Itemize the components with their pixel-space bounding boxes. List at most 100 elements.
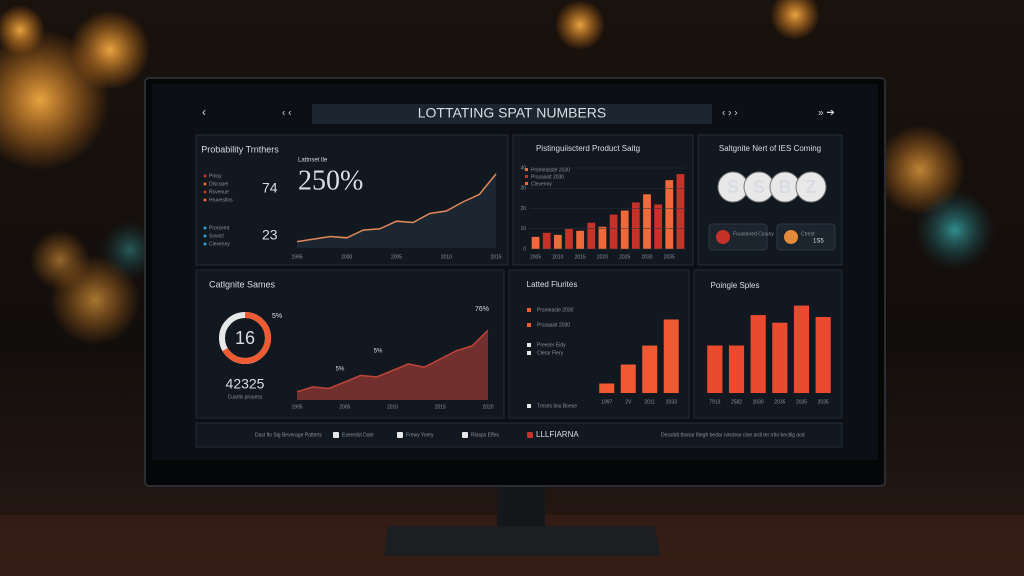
- y-tick-label: 30: [520, 186, 526, 192]
- legend-swatch: [525, 182, 528, 185]
- x-tick-label: 1995: [291, 254, 302, 260]
- bar: [587, 222, 596, 249]
- badge: [795, 171, 827, 203]
- bar: [772, 322, 788, 393]
- x-tick-label: 7913: [709, 399, 720, 405]
- y-tick-label: 0: [523, 246, 526, 252]
- card-label: Fousdored Ciouny: [733, 231, 774, 237]
- gauge-value: 16: [235, 328, 255, 348]
- annotation: 5%: [374, 349, 383, 355]
- y-tick-label: 40: [520, 165, 526, 171]
- footer-item: Dast flo Sig Beverage Patterts: [255, 432, 322, 438]
- badge-letter: S: [753, 177, 765, 197]
- card-value: 1S5: [813, 239, 824, 245]
- x-tick-label: 2020: [597, 254, 608, 260]
- bar: [620, 210, 629, 249]
- footer-icon: [527, 432, 533, 438]
- bar: [676, 174, 685, 249]
- legend-swatch: [525, 175, 528, 178]
- legend-label: Hruvestios: [209, 197, 233, 203]
- x-tick-label: 2030: [753, 399, 764, 405]
- legend-label: Clevenny: [209, 241, 230, 247]
- legend-label: Preeser Eidy: [537, 342, 566, 348]
- legend-dot: [203, 174, 207, 178]
- x-tick-label: 2030: [641, 254, 652, 260]
- legend-dot: [203, 242, 207, 246]
- legend-dot: [203, 226, 207, 230]
- x-tick-label: 1995: [291, 404, 302, 410]
- headline: 250%: [298, 165, 363, 196]
- y-tick-label: 10: [520, 226, 526, 232]
- badge-letter: Z: [806, 177, 817, 197]
- legend-label: Rsvenue: [209, 189, 229, 195]
- legend-label: Prssaaist 2030: [537, 322, 570, 328]
- nav-arrow[interactable]: ‹: [202, 105, 206, 119]
- card-icon: [716, 230, 730, 244]
- y-tick-label: 20: [520, 206, 526, 212]
- legend-label: Dlscopel: [209, 181, 228, 187]
- caption: Lattnset tle: [298, 158, 328, 164]
- annotation: 5%: [336, 367, 345, 373]
- bar: [750, 315, 766, 393]
- legend-label: Prssaaist 2030: [531, 174, 564, 180]
- legend-swatch: [527, 323, 531, 327]
- panel-title: Pistinguiiscterd Product Saitg: [536, 144, 640, 153]
- bar: [553, 234, 562, 249]
- legend-swatch: [527, 343, 531, 347]
- footer-item: Rlasps Effes: [471, 432, 499, 438]
- bar: [654, 204, 663, 249]
- legend-label: Tmses tinu Boese: [537, 403, 577, 409]
- gauge-arc: [222, 312, 271, 364]
- panel-title: Poingle Sples: [711, 281, 760, 290]
- footer-icon: [333, 432, 339, 438]
- x-tick-label: 2020: [482, 404, 493, 410]
- bar: [542, 232, 551, 249]
- bar: [728, 345, 745, 393]
- gauge-pct: 5%: [272, 313, 282, 320]
- card-label: Ctrest: [801, 231, 815, 237]
- footer-icon: [462, 432, 468, 438]
- x-tick-label: 2035: [818, 399, 829, 405]
- bar: [665, 180, 674, 249]
- badge-letter: S: [727, 177, 739, 197]
- x-tick-label: 2025: [619, 254, 630, 260]
- legend-swatch: [527, 308, 531, 312]
- legend-label: Pmsy: [209, 173, 222, 179]
- legend-swatch: [527, 404, 531, 408]
- x-tick-label: 2005: [339, 404, 350, 410]
- footer-icon: [397, 432, 403, 438]
- x-tick-label: 2010: [441, 254, 452, 260]
- nav-arrow[interactable]: ‹ ‹: [282, 108, 291, 119]
- bar: [599, 383, 615, 393]
- bar: [642, 345, 658, 393]
- bar: [631, 202, 640, 249]
- nav-arrow[interactable]: » ➔: [818, 108, 835, 119]
- bar: [793, 305, 810, 393]
- panel-title: Latted Flurites: [527, 280, 578, 289]
- x-tick-label: 2015: [435, 404, 446, 410]
- legend-dot: [203, 190, 207, 194]
- legend-label: Prsmeaste 2030: [537, 307, 574, 313]
- stat: 23: [262, 227, 278, 243]
- x-tick-label: 2015: [575, 254, 586, 260]
- x-tick-label: 2V: [625, 399, 632, 405]
- x-tick-label: 2035: [796, 399, 807, 405]
- panel-title: Probability Trnthers: [201, 144, 279, 154]
- legend-label: Prsmeasste 2030: [531, 167, 570, 173]
- nav-arrow[interactable]: ‹ › ›: [722, 108, 738, 119]
- legend-label: Prorsemt: [209, 225, 230, 231]
- bar: [663, 319, 679, 393]
- legend-label: Clerar Flery: [537, 350, 564, 356]
- x-tick-label: 2011: [644, 399, 655, 405]
- bar: [620, 364, 636, 393]
- legend-dot: [203, 234, 207, 238]
- x-tick-label: 2035: [774, 399, 785, 405]
- legend-dot: [203, 198, 207, 202]
- annotation: 76%: [475, 306, 489, 313]
- line-area: [297, 173, 496, 248]
- panel-title: Catlgnite Sames: [209, 279, 276, 289]
- x-tick-label: 2010: [552, 254, 563, 260]
